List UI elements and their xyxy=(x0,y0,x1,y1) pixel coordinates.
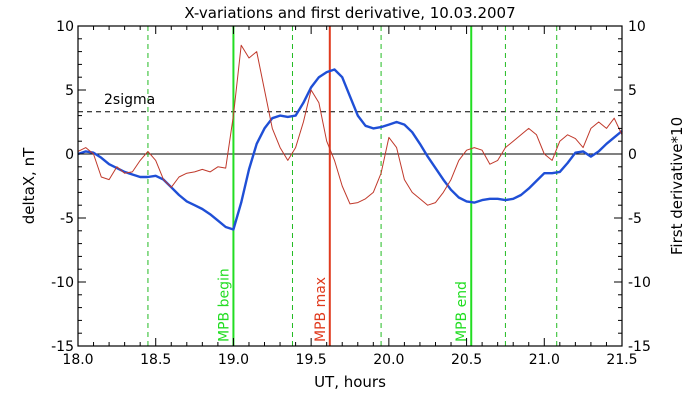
x-tick-label-5: 20.5 xyxy=(451,352,482,368)
x-tick-label-1: 18.5 xyxy=(140,352,171,368)
reference-lines xyxy=(78,111,622,155)
mpb-marker-label-2: MPB end xyxy=(454,281,470,342)
x-tick-label-2: 19.0 xyxy=(218,352,249,368)
chart-title: X-variations and first derivative, 10.03… xyxy=(184,4,515,22)
series-line-deltaX xyxy=(77,68,623,231)
y-tick-label-left-3: -5 xyxy=(60,211,74,227)
x-tick-label-0: 18.0 xyxy=(62,352,93,368)
x-tick-label-4: 20.0 xyxy=(373,352,404,368)
series-group xyxy=(77,44,623,231)
x-tick-label-7: 21.5 xyxy=(606,352,637,368)
y-tick-label-left-4: -10 xyxy=(51,275,74,291)
y-axis-label-right: First derivative*10 xyxy=(668,117,686,255)
plot-frame xyxy=(77,25,623,347)
y-axis-label-left: deltaX, nT xyxy=(20,147,38,224)
y-tick-label-right-2: 0 xyxy=(628,147,637,163)
mpb-marker-label-0: MPB begin xyxy=(216,268,232,342)
y-tick-label-right-0: 10 xyxy=(628,19,646,35)
y-tick-label-right-5: -15 xyxy=(628,339,651,355)
mpb-marker-label-1: MPB max xyxy=(313,277,329,342)
vertical-markers: MPB begin MPB max MPB end xyxy=(147,26,558,346)
x-tick-label-3: 19.5 xyxy=(296,352,327,368)
x-tick-label-6: 21.0 xyxy=(529,352,560,368)
y-tick-label-left-2: 0 xyxy=(65,147,74,163)
two-sigma-label: 2sigma xyxy=(104,92,155,108)
series-line-derivative xyxy=(77,44,623,206)
y-tick-label-left-5: -15 xyxy=(51,339,74,355)
y-tick-label-right-4: -10 xyxy=(628,275,651,291)
y-tick-label-left-0: 10 xyxy=(56,19,74,35)
axis-ticks: 18.0 18.5 19.0 19.5 20.0 20.5 21.0 21.5 10 10 5 5 0 0… xyxy=(51,19,651,368)
y-tick-label-right-3: -5 xyxy=(628,211,642,227)
x-axis-label: UT, hours xyxy=(314,373,386,391)
y-tick-label-left-1: 5 xyxy=(65,83,74,99)
y-tick-label-right-1: 5 xyxy=(628,83,637,99)
